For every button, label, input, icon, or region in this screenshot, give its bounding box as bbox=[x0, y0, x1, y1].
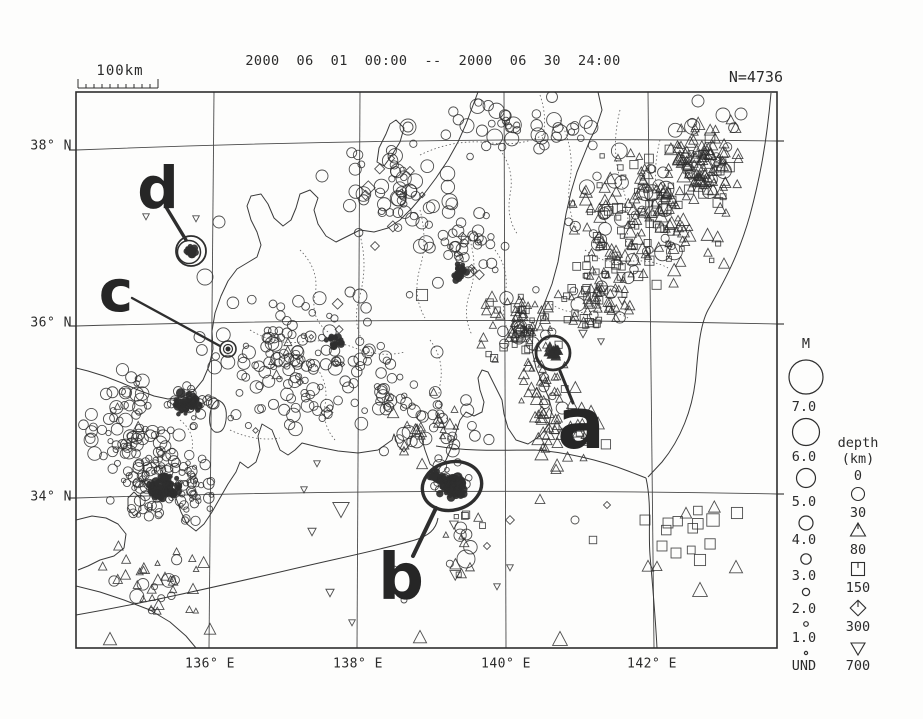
lat-tick-label-2: 34° N bbox=[30, 489, 72, 505]
cluster-niigata-inland bbox=[431, 207, 510, 289]
cluster-a-blob bbox=[543, 341, 564, 361]
lat-tick-label-1: 36° N bbox=[30, 315, 72, 331]
cluster-mid-smudge bbox=[323, 333, 345, 351]
event-count: N=4736 bbox=[728, 68, 783, 86]
legend-magnitude-title: M bbox=[801, 336, 811, 352]
cluster-label-d: d bbox=[137, 154, 179, 222]
cluster-offshore-top bbox=[440, 98, 599, 155]
map-frame bbox=[75, 91, 778, 649]
cluster-kanto bbox=[476, 286, 563, 366]
legend-symbols bbox=[788, 359, 867, 657]
lon-tick-label-0: 136° E bbox=[185, 656, 235, 672]
legend-magnitude-label-7: UND bbox=[791, 658, 817, 674]
legend-magnitude-label-0: 7.0 bbox=[791, 399, 817, 415]
cluster-b-halo bbox=[430, 466, 473, 497]
legend-depth-title: depth bbox=[837, 435, 879, 451]
lat-tick-label-0: 38° N bbox=[30, 138, 72, 154]
cluster-hida-blob bbox=[451, 261, 471, 284]
legend-depth-label-3: 150 bbox=[845, 580, 871, 596]
legend-depth-label-4: 300 bbox=[845, 619, 871, 635]
cluster-se-offshore bbox=[528, 380, 612, 472]
lon-tick-label-2: 140° E bbox=[481, 656, 531, 672]
cluster-wakayama-blob bbox=[146, 472, 183, 503]
legend-magnitude-label-3: 4.0 bbox=[791, 532, 817, 548]
cluster-d-blob bbox=[183, 243, 199, 259]
legend-magnitude-label-4: 3.0 bbox=[791, 568, 817, 584]
cluster-ne-mid bbox=[561, 262, 636, 329]
cluster-sw-triangles bbox=[97, 540, 211, 615]
cluster-label-a: a bbox=[557, 383, 605, 465]
cluster-tokai bbox=[373, 380, 495, 474]
cluster-sado-niigata bbox=[343, 139, 474, 254]
legend-magnitude-label-1: 6.0 bbox=[791, 449, 817, 465]
legend-depth-subtitle: (km) bbox=[841, 451, 875, 467]
cluster-west bbox=[78, 363, 186, 505]
extra-symbols bbox=[102, 92, 748, 646]
legend-depth-label-0: 0 bbox=[853, 468, 863, 484]
cluster-wakayama-halo bbox=[120, 437, 216, 526]
scalebar-label: 100km bbox=[96, 63, 144, 79]
cluster-kinki-north-halo bbox=[163, 381, 213, 431]
lon-tick-label-1: 138° E bbox=[333, 656, 383, 672]
epicenter-symbols bbox=[78, 98, 744, 615]
cluster-ne-corner bbox=[664, 114, 744, 199]
legend-magnitude-label-5: 2.0 bbox=[791, 601, 817, 617]
cluster-izu-line bbox=[442, 490, 486, 582]
legend-magnitude-label-6: 1.0 bbox=[791, 630, 817, 646]
legend-depth-label-5: 700 bbox=[845, 658, 871, 674]
legend-depth-label-1: 30 bbox=[849, 505, 867, 521]
legend-magnitude-label-2: 5.0 bbox=[791, 494, 817, 510]
cluster-label-c: c bbox=[98, 257, 134, 325]
lon-tick-label-3: 142° E bbox=[627, 656, 677, 672]
cluster-br-squares bbox=[661, 499, 721, 555]
cluster-label-b: b bbox=[378, 541, 424, 615]
cluster-central bbox=[193, 291, 416, 440]
legend-depth-label-2: 80 bbox=[849, 542, 867, 558]
scalebar-ruler bbox=[77, 79, 159, 89]
cluster-ne-field bbox=[564, 141, 735, 290]
cluster-annotations bbox=[130, 205, 575, 558]
time-range-title: 2000 06 01 00:00 -- 2000 06 30 24:00 bbox=[245, 53, 621, 69]
